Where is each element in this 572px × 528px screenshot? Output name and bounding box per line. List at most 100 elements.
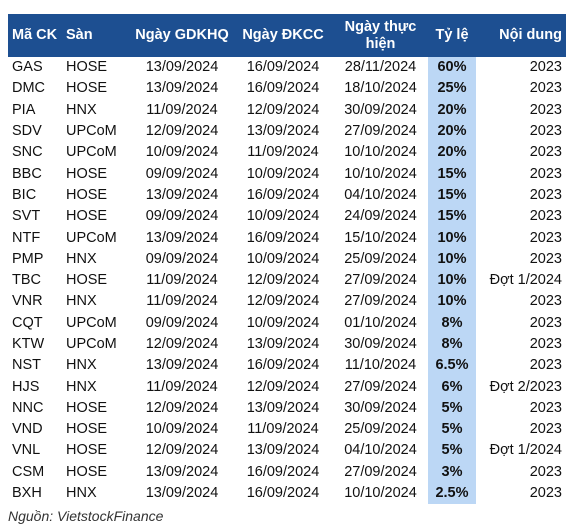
cell-record-date: 11/09/2024 — [247, 144, 319, 161]
cell-exchange: HNX — [66, 293, 97, 310]
cell-rate: 25% — [428, 78, 476, 100]
cell-exchange: HOSE — [66, 399, 108, 416]
cell-rate: 15% — [428, 163, 476, 185]
cell-payment-date: 27/09/2024 — [344, 293, 417, 310]
table-row: DMC HOSE 13/09/2024 16/09/2024 18/10/2024 25%… — [8, 78, 566, 100]
cell-exchange: HOSE — [66, 272, 108, 289]
cell-rate: 5% — [428, 397, 476, 420]
table-row: SDV UPCoM 12/09/2024 13/09/2024 27/09/2024 20… — [8, 120, 566, 143]
cell-record-date: 13/09/2024 — [246, 399, 320, 416]
cell-rate: 20% — [428, 142, 476, 164]
cell-record-date: 12/09/2024 — [246, 378, 320, 395]
cell-ex-date: 13/09/2024 — [145, 59, 219, 76]
table-row: BBC HOSE 09/09/2024 10/09/2024 10/10/2024 15%… — [8, 163, 566, 185]
table-row: BXH HNX 13/09/2024 16/09/2024 10/10/2024 2.5%… — [8, 482, 566, 505]
cell-ex-date: 10/09/2024 — [145, 144, 219, 161]
cell-content: 2023 — [529, 101, 562, 118]
cell-ex-date: 13/09/2024 — [145, 186, 219, 203]
table-row: PIA HNX 11/09/2024 12/09/2024 30/09/2024 20% 2… — [8, 99, 566, 121]
cell-payment-date: 24/09/2024 — [344, 208, 417, 225]
table-body: GAS HOSE 13/09/2024 16/09/2024 28/11/2024 60%… — [8, 57, 566, 505]
cell-ticker: BBC — [12, 165, 42, 182]
cell-ex-date: 13/09/2024 — [145, 485, 219, 502]
cell-ticker: SDV — [12, 123, 42, 140]
cell-exchange: HOSE — [66, 421, 108, 438]
cell-ex-date: 12/09/2024 — [145, 336, 219, 352]
cell-content: 2023 — [529, 229, 562, 246]
cell-content: 2023 — [529, 123, 562, 140]
cell-payment-date: 30/09/2024 — [344, 336, 417, 352]
cell-rate: 5% — [428, 440, 476, 462]
cell-payment-date: 28/11/2024 — [344, 59, 417, 76]
table-row: VNR HNX 11/09/2024 12/09/2024 27/09/2024 10% 2… — [8, 291, 566, 313]
cell-record-date: 16/09/2024 — [246, 186, 320, 203]
cell-payment-date: 30/09/2024 — [344, 101, 417, 118]
cell-ex-date: 09/09/2024 — [145, 250, 219, 267]
cell-ex-date: 13/09/2024 — [145, 80, 219, 97]
cell-ticker: DMC — [12, 80, 46, 97]
cell-exchange: HNX — [66, 378, 97, 395]
cell-payment-date: 10/10/2024 — [344, 165, 417, 182]
table-row: HJS HNX 11/09/2024 12/09/2024 27/09/2024 6% Đợ… — [8, 376, 566, 398]
cell-content: 2023 — [529, 208, 562, 225]
header-ex-date: Ngày GDKHQ — [131, 14, 233, 57]
cell-exchange: HOSE — [66, 165, 108, 182]
cell-record-date: 10/09/2024 — [246, 165, 320, 182]
cell-rate: 10% — [428, 248, 476, 270]
table-row: NTF UPCoM 13/09/2024 16/09/2024 15/10/2024 10… — [8, 227, 566, 249]
cell-rate: 20% — [428, 99, 476, 121]
cell-content: 2023 — [529, 336, 562, 352]
header-exchange: Sàn — [62, 14, 131, 57]
cell-ticker: VNL — [12, 442, 41, 459]
table-row: NST HNX 13/09/2024 16/09/2024 11/10/2024 6.5%… — [8, 355, 566, 377]
cell-ticker: VND — [12, 421, 43, 438]
cell-exchange: HOSE — [66, 59, 108, 76]
cell-payment-date: 25/09/2024 — [344, 421, 417, 438]
cell-ex-date: 11/09/2024 — [146, 272, 218, 289]
cell-content: 2023 — [529, 421, 562, 438]
cell-exchange: HNX — [66, 357, 97, 374]
cell-record-date: 12/09/2024 — [246, 293, 320, 310]
cell-ticker: NST — [12, 357, 41, 374]
cell-content: Đợt 2/2023 — [489, 378, 562, 395]
cell-rate: 10% — [428, 227, 476, 249]
table-row: KTW UPCoM 12/09/2024 13/09/2024 30/09/2024 8%… — [8, 333, 566, 356]
cell-rate: 6% — [428, 376, 476, 398]
cell-exchange: HOSE — [66, 186, 108, 203]
cell-rate: 20% — [428, 120, 476, 143]
cell-ex-date: 13/09/2024 — [145, 463, 219, 480]
cell-payment-date: 25/09/2024 — [344, 250, 417, 267]
cell-exchange: UPCoM — [66, 123, 117, 140]
cell-rate: 8% — [428, 333, 476, 356]
cell-ex-date: 13/09/2024 — [145, 357, 219, 374]
header-record-date: Ngày ĐKCC — [233, 14, 333, 57]
cell-payment-date: 01/10/2024 — [344, 314, 417, 331]
cell-content: 2023 — [529, 314, 562, 331]
cell-ex-date: 09/09/2024 — [145, 314, 219, 331]
cell-record-date: 10/09/2024 — [246, 208, 320, 225]
table-header-row: Mã CK Sàn Ngày GDKHQ Ngày ĐKCC Ngày thực… — [8, 14, 566, 57]
cell-exchange: UPCoM — [66, 314, 117, 331]
table-row: NNC HOSE 12/09/2024 13/09/2024 30/09/2024 5% 2… — [8, 397, 566, 420]
cell-content: 2023 — [529, 59, 562, 76]
source-note: Nguồn: VietstockFinance — [8, 508, 164, 524]
cell-ticker: CSM — [12, 463, 45, 480]
cell-ex-date: 13/09/2024 — [145, 229, 219, 246]
table-row: GAS HOSE 13/09/2024 16/09/2024 28/11/2024 60%… — [8, 57, 566, 79]
table-row: SVT HOSE 09/09/2024 10/09/2024 24/09/2024 15%… — [8, 206, 566, 228]
cell-ticker: PMP — [12, 250, 44, 267]
cell-ticker: BIC — [12, 186, 37, 203]
cell-ex-date: 11/09/2024 — [146, 378, 218, 395]
cell-content: Đợt 1/2024 — [489, 272, 562, 289]
cell-rate: 6.5% — [428, 355, 476, 377]
cell-ticker: VNR — [12, 293, 43, 310]
cell-payment-date: 27/09/2024 — [344, 123, 417, 140]
table-row: VNL HOSE 12/09/2024 13/09/2024 04/10/2024 5% Đ… — [8, 440, 566, 462]
cell-exchange: UPCoM — [66, 229, 117, 246]
cell-exchange: HOSE — [66, 442, 108, 459]
cell-exchange: HNX — [66, 250, 97, 267]
table-row: CQT UPCoM 09/09/2024 10/09/2024 01/10/2024 8%… — [8, 312, 566, 334]
cell-rate: 3% — [428, 461, 476, 483]
cell-content: 2023 — [529, 485, 562, 502]
